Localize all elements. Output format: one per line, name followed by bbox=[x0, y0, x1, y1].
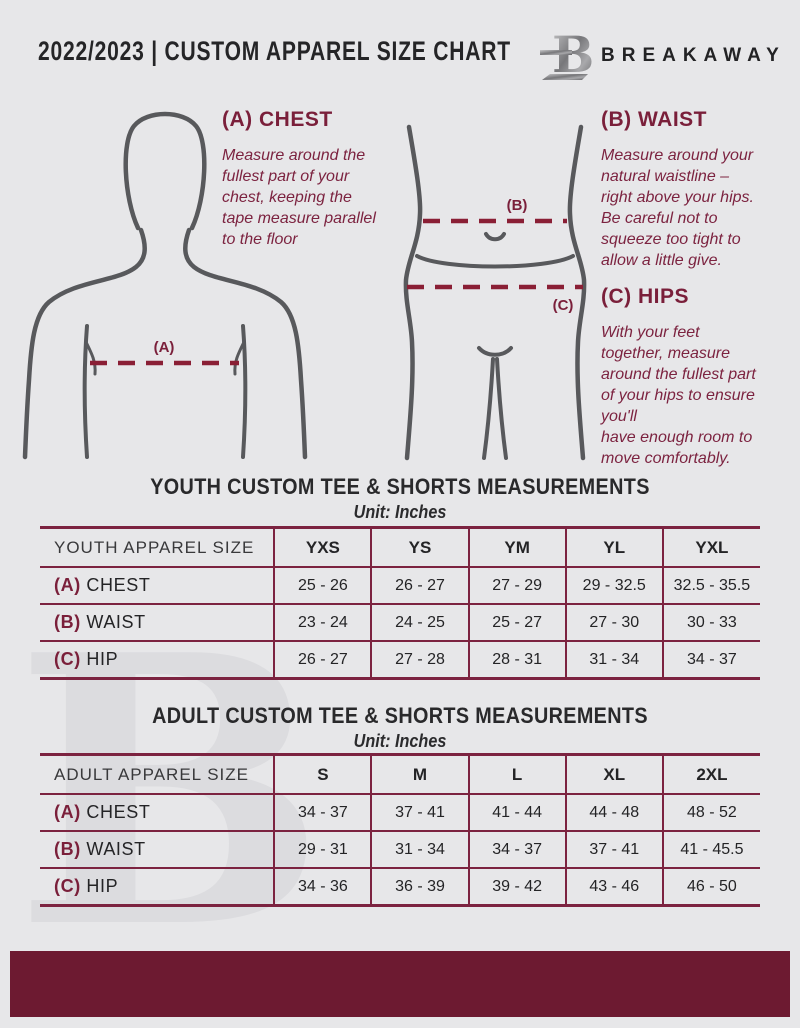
row-title: WAIST bbox=[86, 839, 146, 859]
adult-hip-m: 36 - 39 bbox=[371, 868, 470, 906]
chest-body: Measure around the fullest part of your … bbox=[222, 147, 376, 248]
row-marker: (A) bbox=[54, 802, 81, 822]
marker-a-label: (A) bbox=[154, 339, 175, 356]
marker-c-label: (C) bbox=[553, 297, 574, 314]
youth-waist-yl: 27 - 30 bbox=[565, 604, 664, 642]
youth-chest-row: (A) CHEST 25 - 26 26 - 27 27 - 29 29 - 3… bbox=[40, 567, 760, 605]
adult-size-2xl: 2XL bbox=[662, 754, 760, 795]
youth-waist-ym: 25 - 27 bbox=[468, 604, 567, 642]
youth-header-row: YOUTH APPAREL SIZE YXS YS YM YL YXL bbox=[40, 527, 760, 568]
adult-size-s: S bbox=[274, 754, 373, 795]
hips-instructions: (C) HIPS With your feet together, measur… bbox=[601, 285, 796, 469]
adult-chest-2xl: 48 - 52 bbox=[662, 794, 760, 832]
adult-size-table: ADULT APPAREL SIZE S M L XL 2XL (A) CHES… bbox=[40, 753, 760, 907]
row-title: HIP bbox=[86, 649, 119, 669]
measurement-lines bbox=[90, 218, 583, 366]
chest-instructions: (A) CHEST Measure around the fullest par… bbox=[222, 108, 417, 250]
youth-hip-yl: 31 - 34 bbox=[565, 641, 664, 679]
adult-hip-2xl: 46 - 50 bbox=[687, 877, 737, 895]
adult-chest-xl: 44 - 48 bbox=[565, 794, 664, 832]
lower-body-figure bbox=[403, 124, 587, 461]
adult-waist-m: 31 - 34 bbox=[371, 831, 470, 869]
youth-size-ys: YS bbox=[371, 527, 470, 568]
youth-size-yxs: YXS bbox=[274, 527, 373, 568]
page-title: 2022/2023 | CUSTOM APPAREL SIZE CHART bbox=[38, 36, 511, 66]
adult-hip-s: 34 - 36 bbox=[274, 868, 373, 906]
youth-unit-label: Unit: Inches bbox=[353, 502, 447, 522]
waist-body: Measure around your natural waistline – … bbox=[601, 147, 754, 269]
adult-size-l: L bbox=[468, 754, 567, 795]
youth-size-column-label: YOUTH APPAREL SIZE bbox=[40, 527, 276, 568]
adult-waist-l: 34 - 37 bbox=[468, 831, 567, 869]
adult-size-column-label: ADULT APPAREL SIZE bbox=[40, 754, 276, 795]
marker-b-label: (B) bbox=[507, 197, 528, 214]
adult-waist-row: (B) WAIST 29 - 31 31 - 34 34 - 37 37 - 4… bbox=[40, 831, 760, 869]
youth-hip-row: (C) HIP 26 - 27 27 - 28 28 - 31 31 - 34 … bbox=[40, 641, 760, 679]
adult-chest-s: 34 - 37 bbox=[274, 794, 373, 832]
youth-waist-yxs: 23 - 24 bbox=[274, 604, 373, 642]
youth-chest-ys: 26 - 27 bbox=[371, 567, 470, 605]
adult-hip-xl: 43 - 46 bbox=[565, 868, 664, 906]
youth-table-title: YOUTH CUSTOM TEE & SHORTS MEASUREMENTS bbox=[150, 474, 650, 499]
youth-hip-yxs: 26 - 27 bbox=[274, 641, 373, 679]
adult-chest-m: 37 - 41 bbox=[371, 794, 470, 832]
row-title: WAIST bbox=[86, 612, 146, 632]
footer-bar bbox=[10, 951, 790, 1017]
chest-heading: (A) CHEST bbox=[222, 108, 333, 131]
waist-instructions: (B) WAIST Measure around your natural wa… bbox=[601, 108, 796, 271]
row-marker: (B) bbox=[54, 612, 81, 632]
youth-section-header: YOUTH CUSTOM TEE & SHORTS MEASUREMENTS U… bbox=[0, 474, 800, 523]
youth-size-ym: YM bbox=[468, 527, 567, 568]
row-marker: (C) bbox=[54, 649, 81, 669]
adult-table-title: ADULT CUSTOM TEE & SHORTS MEASUREMENTS bbox=[152, 703, 648, 728]
hips-heading: (C) HIPS bbox=[601, 285, 689, 308]
youth-size-table: YOUTH APPAREL SIZE YXS YS YM YL YXL (A) … bbox=[40, 526, 760, 680]
youth-hip-ys: 27 - 28 bbox=[371, 641, 470, 679]
youth-chest-ym: 27 - 29 bbox=[468, 567, 567, 605]
brand-name: BREAKAWAY bbox=[601, 45, 786, 66]
adult-waist-xl: 37 - 41 bbox=[565, 831, 664, 869]
youth-waist-yxl: 30 - 33 bbox=[662, 604, 760, 642]
youth-waist-row: (B) WAIST 23 - 24 24 - 25 25 - 27 27 - 3… bbox=[40, 604, 760, 642]
adult-waist-2xl: 41 - 45.5 bbox=[662, 831, 760, 869]
adult-size-xl: XL bbox=[565, 754, 664, 795]
youth-chest-yxs: 25 - 26 bbox=[274, 567, 373, 605]
waist-heading: (B) WAIST bbox=[601, 108, 707, 131]
adult-header-row: ADULT APPAREL SIZE S M L XL 2XL bbox=[40, 754, 760, 795]
row-marker: (C) bbox=[54, 876, 81, 896]
youth-hip-yxl: 34 - 37 bbox=[687, 650, 737, 668]
breakaway-logo-icon: B bbox=[540, 25, 594, 84]
adult-size-m: M bbox=[371, 754, 470, 795]
adult-hip-row: (C) HIP 34 - 36 36 - 39 39 - 42 43 - 46 … bbox=[40, 868, 760, 906]
youth-waist-ys: 24 - 25 bbox=[371, 604, 470, 642]
adult-section-header: ADULT CUSTOM TEE & SHORTS MEASUREMENTS U… bbox=[0, 703, 800, 752]
adult-chest-row: (A) CHEST 34 - 37 37 - 41 41 - 44 44 - 4… bbox=[40, 794, 760, 832]
youth-chest-yl: 29 - 32.5 bbox=[565, 567, 664, 605]
adult-unit-label: Unit: Inches bbox=[353, 731, 447, 751]
youth-chest-yxl: 32.5 - 35.5 bbox=[662, 567, 760, 605]
adult-chest-l: 41 - 44 bbox=[468, 794, 567, 832]
youth-size-yxl: YXL bbox=[662, 527, 760, 568]
adult-hip-l: 39 - 42 bbox=[468, 868, 567, 906]
row-marker: (A) bbox=[54, 575, 81, 595]
youth-hip-ym: 28 - 31 bbox=[468, 641, 567, 679]
body-measurement-diagram: (A) (B) (C) bbox=[22, 111, 587, 461]
youth-size-yl: YL bbox=[565, 527, 664, 568]
adult-waist-s: 29 - 31 bbox=[274, 831, 373, 869]
row-title: CHEST bbox=[86, 575, 151, 595]
row-title: CHEST bbox=[86, 802, 151, 822]
row-title: HIP bbox=[86, 876, 119, 896]
hips-body: With your feet together, measure around … bbox=[601, 324, 756, 467]
upper-body-figure bbox=[22, 111, 308, 460]
row-marker: (B) bbox=[54, 839, 81, 859]
